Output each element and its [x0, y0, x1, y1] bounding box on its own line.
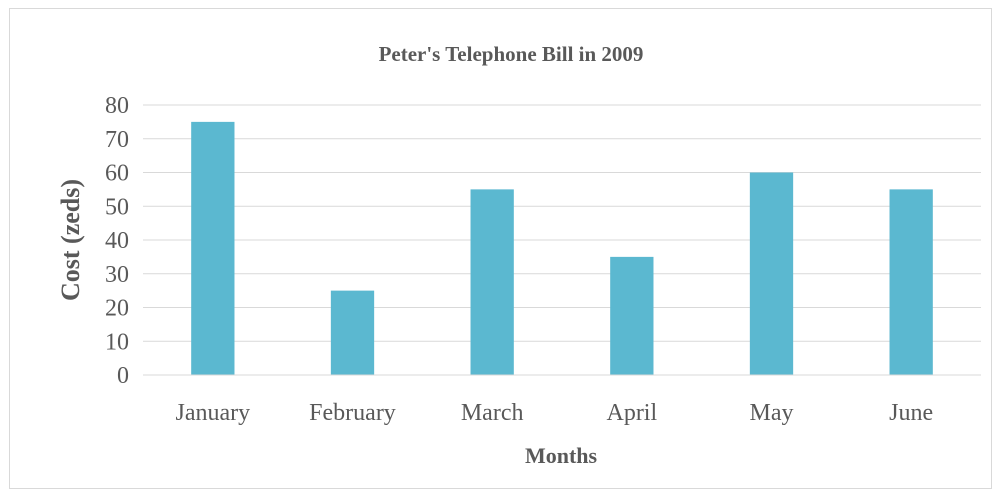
- bar-june: [889, 189, 933, 375]
- y-tick-label: 20: [105, 296, 129, 322]
- bar-april: [610, 256, 654, 375]
- chart-title: Peter's Telephone Bill in 2009: [379, 42, 644, 66]
- x-axis-ticks: January February March April May June: [176, 400, 934, 426]
- y-tick-label: 60: [105, 161, 129, 187]
- x-tick-label: June: [889, 400, 933, 426]
- x-tick-label: January: [176, 400, 251, 426]
- x-tick-label: February: [309, 400, 396, 426]
- bar-may: [749, 172, 794, 375]
- x-axis-title: Months: [525, 443, 598, 468]
- y-axis-ticks: 0 10 20 30 40 50 60 70 80: [105, 93, 129, 389]
- y-tick-label: 0: [117, 363, 129, 389]
- x-tick-label: May: [750, 400, 794, 426]
- x-tick-label: April: [606, 400, 657, 426]
- bar-january: [191, 121, 235, 375]
- y-tick-label: 30: [105, 262, 129, 288]
- y-tick-label: 10: [105, 329, 129, 355]
- bar-february: [330, 290, 375, 375]
- y-tick-label: 40: [105, 228, 129, 254]
- x-tick-label: March: [461, 400, 524, 426]
- bars: [191, 121, 933, 375]
- y-tick-label: 70: [105, 127, 129, 153]
- y-tick-label: 80: [105, 93, 129, 119]
- y-axis-title: Cost (zeds): [56, 179, 85, 301]
- gridlines: [143, 104, 981, 342]
- bar-march: [470, 189, 514, 375]
- y-tick-label: 50: [105, 194, 129, 220]
